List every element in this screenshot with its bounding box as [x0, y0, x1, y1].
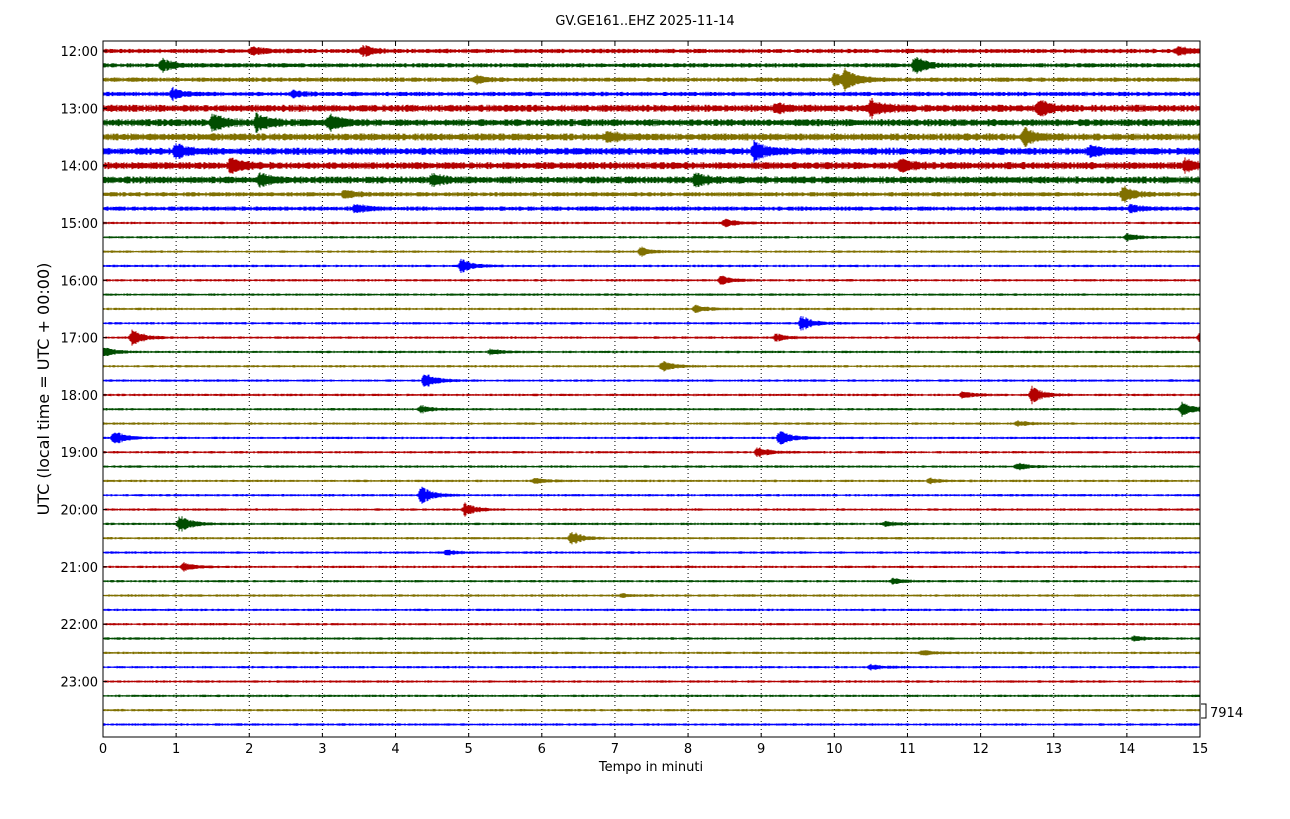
trace-line [102, 385, 1201, 405]
trace-line [102, 708, 1201, 712]
trace-line [102, 502, 1201, 517]
trace-line [102, 157, 1201, 174]
trace-line [102, 112, 1201, 133]
trace-line [102, 663, 1201, 671]
trace-line [102, 622, 1201, 626]
trace-line [102, 431, 1201, 445]
trace-line [102, 172, 1201, 188]
hour-label: 14:00 [61, 160, 98, 175]
x-tick-label: 14 [1119, 742, 1136, 757]
y-axis-label: UTC (local time = UTC + 00:00) [34, 263, 53, 516]
trace-line [102, 577, 1201, 585]
trace-line [102, 45, 1201, 57]
x-tick-label: 1 [172, 742, 180, 757]
plot-frame [102, 40, 1201, 738]
trace-line [102, 401, 1201, 417]
trace-line [102, 420, 1201, 427]
hour-label: 22:00 [61, 618, 98, 633]
chart-title: GV.GE161..EHZ 2025-11-14 [555, 14, 734, 29]
trace-line [102, 486, 1201, 504]
trace-line [102, 361, 1201, 372]
trace-line [102, 57, 1201, 74]
trace-line [102, 127, 1201, 147]
trace-line [102, 477, 1201, 485]
trace-line [102, 549, 1201, 556]
trace-line [102, 86, 1201, 102]
x-axis-label: Tempo in minuti [598, 760, 703, 775]
trace-line [102, 203, 1201, 214]
trace-line [102, 608, 1201, 612]
trace-line [102, 447, 1201, 458]
x-tick-label: 12 [972, 742, 989, 757]
hour-label: 20:00 [61, 504, 98, 519]
hour-label: 15:00 [61, 217, 98, 232]
hour-label: 13:00 [61, 102, 98, 117]
trace-line [102, 67, 1201, 92]
x-tick-label: 6 [538, 742, 546, 757]
x-tick-label: 2 [245, 742, 253, 757]
trace-line [102, 246, 1201, 257]
trace-line [102, 329, 1201, 346]
trace-line [102, 593, 1201, 598]
trace-line [102, 185, 1201, 203]
trace-line [102, 462, 1201, 471]
hour-label: 23:00 [61, 676, 98, 691]
minute-gridlines [175, 41, 1128, 737]
trace-line [102, 233, 1201, 242]
trace-line [102, 532, 1201, 545]
trace-line [102, 140, 1201, 163]
hour-label: 16:00 [61, 274, 98, 289]
hour-label: 19:00 [61, 446, 98, 461]
x-axis: 0 1 2 3 4 5 6 7 8 9 10 11 12 13 14 15 [99, 41, 1208, 757]
trace-line [102, 694, 1201, 698]
trace-line [102, 562, 1201, 572]
hour-label: 18:00 [61, 389, 98, 404]
x-tick-label: 4 [391, 742, 399, 757]
seismic-traces [102, 45, 1201, 726]
x-tick-label: 11 [899, 742, 916, 757]
x-tick-label: 8 [684, 742, 692, 757]
trace-line [102, 275, 1201, 285]
trace-line [102, 98, 1201, 119]
trace-line [102, 258, 1201, 273]
trace-line [102, 635, 1201, 642]
x-tick-label: 5 [465, 742, 473, 757]
trace-line [102, 680, 1201, 683]
trace-line [102, 293, 1201, 296]
trace-line [102, 516, 1201, 532]
y-axis: 12:00 13:00 14:00 15:00 16:00 17:00 18:00 19:00… [61, 45, 107, 691]
x-tick-label: 10 [826, 742, 843, 757]
trace-line [102, 316, 1201, 331]
scale-bar-label: 7914 [1210, 706, 1243, 721]
trace-line [102, 218, 1201, 228]
hour-label: 21:00 [61, 561, 98, 576]
x-tick-label: 3 [318, 742, 326, 757]
x-tick-label: 13 [1045, 742, 1062, 757]
trace-line [102, 650, 1201, 656]
trace-line [102, 304, 1201, 313]
trace-line [102, 723, 1201, 726]
trace-line [102, 374, 1201, 387]
scale-bar: 7914 [1201, 703, 1243, 721]
hour-label: 12:00 [61, 45, 98, 60]
x-tick-label: 9 [757, 742, 765, 757]
x-tick-label: 0 [99, 742, 107, 757]
x-tick-label: 15 [1192, 742, 1209, 757]
trace-line [102, 347, 1201, 357]
hour-label: 17:00 [61, 332, 98, 347]
x-tick-label: 7 [611, 742, 619, 757]
